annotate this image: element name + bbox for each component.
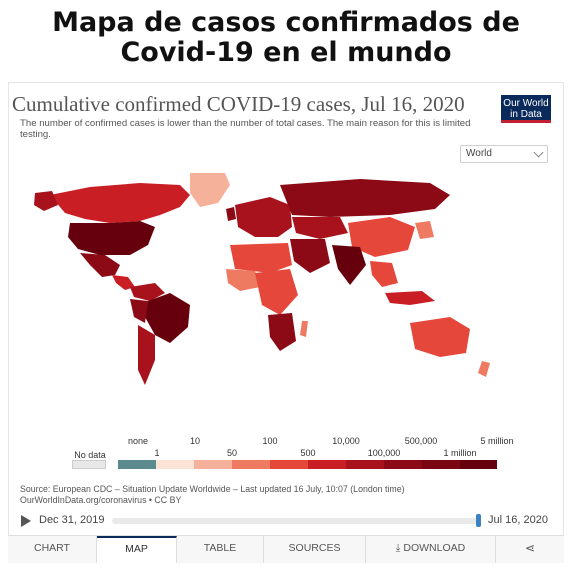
- region-east-asia[interactable]: [415, 221, 434, 239]
- legend-label-bottom: 500: [300, 448, 316, 458]
- timeline-end-date: Jul 16, 2020: [488, 514, 548, 526]
- tab-download[interactable]: ⤓ DOWNLOAD: [366, 536, 496, 563]
- region-canada[interactable]: [50, 183, 190, 223]
- region-select-value: World: [466, 148, 492, 159]
- region-south-africa[interactable]: [268, 313, 296, 351]
- legend-swatch-100[interactable]: [270, 460, 308, 469]
- legend-swatch-500[interactable]: [308, 460, 346, 469]
- tab-bar: CHART MAP TABLE SOURCES ⤓ DOWNLOAD ⋖: [8, 535, 564, 563]
- legend-swatch-1[interactable]: [156, 460, 194, 469]
- region-usa[interactable]: [68, 221, 155, 255]
- region-australia[interactable]: [410, 317, 470, 357]
- chart-subtitle: The number of confirmed cases is lower t…: [20, 118, 471, 140]
- region-central-america[interactable]: [112, 275, 135, 290]
- region-brazil[interactable]: [145, 293, 190, 343]
- source-line2[interactable]: OurWorldInData.org/coronavirus • CC BY: [20, 495, 182, 505]
- region-china[interactable]: [348, 217, 415, 257]
- region-uk[interactable]: [226, 207, 236, 221]
- legend-label-bottom: 1: [154, 448, 160, 458]
- share-icon: ⋖: [524, 541, 536, 555]
- region-west-africa[interactable]: [226, 269, 260, 291]
- region-north-africa[interactable]: [230, 243, 292, 273]
- share-button[interactable]: ⋖: [496, 536, 564, 563]
- region-colombia-venezuela[interactable]: [130, 283, 165, 301]
- legend-swatch-1m[interactable]: [460, 460, 497, 469]
- region-select[interactable]: World: [460, 145, 548, 163]
- owid-logo[interactable]: Our World in Data: [501, 95, 551, 123]
- legend-label-top: none: [127, 436, 149, 446]
- tab-download-label: DOWNLOAD: [403, 542, 466, 554]
- legend-no-data-swatch[interactable]: [72, 460, 106, 469]
- source-note: Source: European CDC – Situation Update …: [20, 484, 405, 506]
- world-map: [34, 173, 490, 385]
- region-central-africa[interactable]: [255, 269, 298, 315]
- legend-label-top: 10,000: [332, 436, 360, 446]
- region-new-zealand[interactable]: [478, 361, 490, 377]
- chevron-down-icon: [533, 147, 544, 158]
- legend-label-top: 5 million: [480, 436, 514, 446]
- region-russia[interactable]: [280, 179, 450, 217]
- legend: No data none 10 100 10,000 500,000 5 mil…: [0, 430, 572, 470]
- region-central-asia[interactable]: [292, 217, 348, 239]
- legend-swatch-50[interactable]: [232, 460, 270, 469]
- region-india[interactable]: [332, 245, 366, 285]
- legend-label-bottom: 100,000: [367, 448, 401, 458]
- tab-chart[interactable]: CHART: [8, 536, 97, 563]
- chart-title: Cumulative confirmed COVID-19 cases, Jul…: [12, 92, 465, 116]
- tab-map[interactable]: MAP: [97, 536, 177, 563]
- legend-swatch-10000[interactable]: [346, 460, 384, 469]
- logo-line1: Our World: [503, 98, 549, 109]
- tab-table[interactable]: TABLE: [177, 536, 264, 563]
- region-middle-east[interactable]: [290, 239, 330, 273]
- legend-label-top: 10: [189, 436, 201, 446]
- region-alaska[interactable]: [34, 191, 58, 211]
- legend-label-top: 100: [262, 436, 278, 446]
- timeline-start-date: Dec 31, 2019: [39, 514, 105, 526]
- legend-swatch-none[interactable]: [118, 460, 156, 469]
- region-greenland[interactable]: [190, 173, 230, 207]
- region-peru[interactable]: [130, 299, 148, 323]
- legend-label-bottom: 1 million: [443, 448, 477, 458]
- logo-line2: in Data: [510, 109, 542, 120]
- timeline-slider[interactable]: [112, 518, 480, 524]
- region-madagascar[interactable]: [300, 321, 308, 337]
- legend-swatch-10[interactable]: [194, 460, 232, 469]
- headline: Mapa de casos confirmados de Covid-19 en…: [52, 7, 520, 68]
- source-line1: Source: European CDC – Situation Update …: [20, 484, 405, 494]
- legend-swatch-100000[interactable]: [384, 460, 422, 469]
- download-icon: ⤓: [395, 542, 401, 554]
- legend-swatch-500000[interactable]: [422, 460, 460, 469]
- region-southeast-asia[interactable]: [370, 261, 398, 287]
- region-chile-argentina[interactable]: [138, 325, 155, 385]
- tab-sources[interactable]: SOURCES: [264, 536, 366, 563]
- legend-label-bottom: 50: [226, 448, 238, 458]
- legend-label-top: 500,000: [404, 436, 438, 446]
- region-indonesia[interactable]: [385, 291, 435, 305]
- region-europe[interactable]: [235, 197, 292, 237]
- legend-no-data-label: No data: [74, 450, 106, 460]
- region-mexico[interactable]: [80, 253, 120, 277]
- timeline-handle[interactable]: [476, 514, 481, 527]
- play-icon[interactable]: [21, 515, 31, 527]
